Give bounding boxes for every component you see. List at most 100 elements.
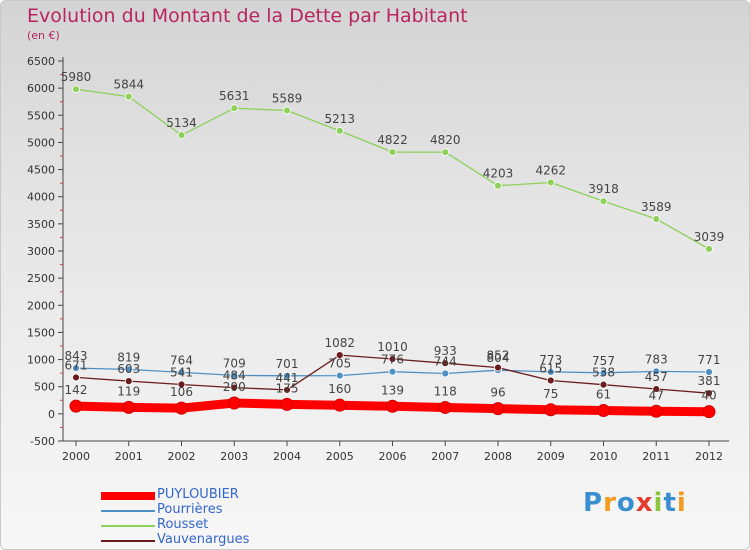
data-point (72, 373, 80, 382)
data-point (705, 389, 713, 398)
data-label: 744 (434, 354, 457, 368)
data-label: 441 (276, 371, 299, 385)
chart-subtitle: (en €) (27, 29, 60, 42)
y-tick-label: 6500 (27, 55, 55, 68)
data-label: 705 (328, 357, 351, 371)
data-label: 4820 (430, 133, 461, 147)
data-point (494, 181, 502, 190)
x-tick-label: 2008 (484, 450, 512, 463)
data-label: 5844 (113, 78, 144, 92)
brand-letter: P (583, 488, 604, 518)
data-point (386, 399, 399, 413)
data-point (124, 377, 133, 386)
data-point (599, 380, 608, 389)
data-label: 47 (649, 388, 664, 402)
data-label: 1082 (324, 336, 355, 350)
data-point (441, 148, 450, 157)
brand-letter: i (653, 488, 664, 518)
legend-swatch (101, 525, 155, 527)
data-label: 819 (117, 350, 140, 364)
series-line-rousset (75, 88, 710, 250)
data-point (388, 148, 397, 156)
data-label: 4203 (483, 167, 514, 181)
brand-letter: o (616, 488, 636, 518)
data-point (283, 106, 291, 115)
y-tick-label: 6000 (27, 82, 55, 95)
legend-swatch (101, 510, 155, 512)
data-label: 200 (223, 380, 246, 394)
y-tick-label: 5500 (27, 109, 55, 122)
data-label: 852 (487, 349, 510, 363)
data-label: 175 (276, 381, 299, 395)
data-label: 701 (276, 357, 299, 371)
data-point (597, 404, 610, 418)
x-tick-label: 2006 (379, 450, 407, 463)
data-label: 776 (381, 353, 404, 367)
data-label: 3589 (641, 200, 672, 214)
y-tick-label: 4000 (27, 191, 55, 204)
data-point (546, 376, 555, 385)
brand-logo: Proxiti (583, 488, 687, 518)
x-tick-label: 2011 (642, 450, 670, 463)
data-point (230, 383, 239, 392)
data-point (544, 403, 558, 417)
x-tick-label: 2012 (695, 450, 723, 463)
x-tick-label: 2002 (168, 450, 196, 463)
y-tick-label: 3000 (27, 245, 55, 258)
brand-letter: r (603, 488, 617, 518)
y-tick-label: 2500 (27, 272, 55, 285)
data-label: 160 (328, 382, 351, 396)
data-label: 603 (117, 362, 140, 376)
data-label: 484 (223, 369, 246, 383)
data-label: 4822 (377, 133, 408, 147)
data-label: 119 (117, 384, 140, 398)
data-point (388, 355, 397, 363)
data-label: 139 (381, 383, 404, 397)
data-point (652, 367, 661, 376)
y-tick-label: 5000 (27, 136, 55, 149)
data-point (283, 371, 291, 380)
data-point (72, 85, 80, 94)
data-label: 142 (65, 383, 88, 397)
data-label: 5134 (166, 116, 197, 130)
data-point (335, 126, 344, 135)
data-label: 764 (170, 353, 193, 367)
y-tick-label: 1000 (27, 354, 55, 367)
brand-letter: i (676, 488, 687, 518)
data-label: 1010 (377, 340, 408, 354)
data-point (124, 365, 133, 374)
data-point (335, 371, 344, 380)
data-point (599, 368, 608, 377)
x-tick-label: 2003 (220, 450, 248, 463)
data-label: 783 (645, 352, 668, 366)
data-label: 804 (487, 351, 510, 365)
data-label: 61 (596, 388, 611, 402)
data-label: 771 (698, 353, 721, 367)
data-point (546, 178, 555, 187)
data-point (122, 400, 136, 414)
data-point (702, 405, 716, 419)
x-tick-label: 2010 (590, 450, 618, 463)
legend-label: Vauvenargues (157, 532, 250, 547)
data-point (230, 371, 239, 380)
axes: -500 0 500 1000 1500 2000 2500 3000 3500 4000 4500… (27, 55, 729, 463)
data-point (72, 364, 80, 372)
data-point (599, 197, 608, 206)
data-point (177, 131, 186, 140)
data-point (335, 351, 344, 360)
data-label: 709 (223, 356, 246, 370)
data-point (652, 215, 661, 223)
y-tick-label: 0 (48, 408, 55, 421)
data-label: 3039 (694, 230, 725, 244)
data-point (175, 401, 188, 415)
x-tick-label: 2004 (273, 450, 301, 463)
data-label: 96 (490, 386, 505, 400)
y-tick-label: 500 (34, 381, 55, 394)
data-label: 3918 (588, 182, 619, 196)
data-point (652, 385, 661, 393)
line-chart: -500 0 500 1000 1500 2000 2500 3000 3500 4000 4500… (27, 55, 729, 463)
data-label: 106 (170, 385, 193, 399)
data-point (491, 402, 505, 416)
chart-title: Evolution du Montant de la Dette par Hab… (27, 5, 468, 27)
